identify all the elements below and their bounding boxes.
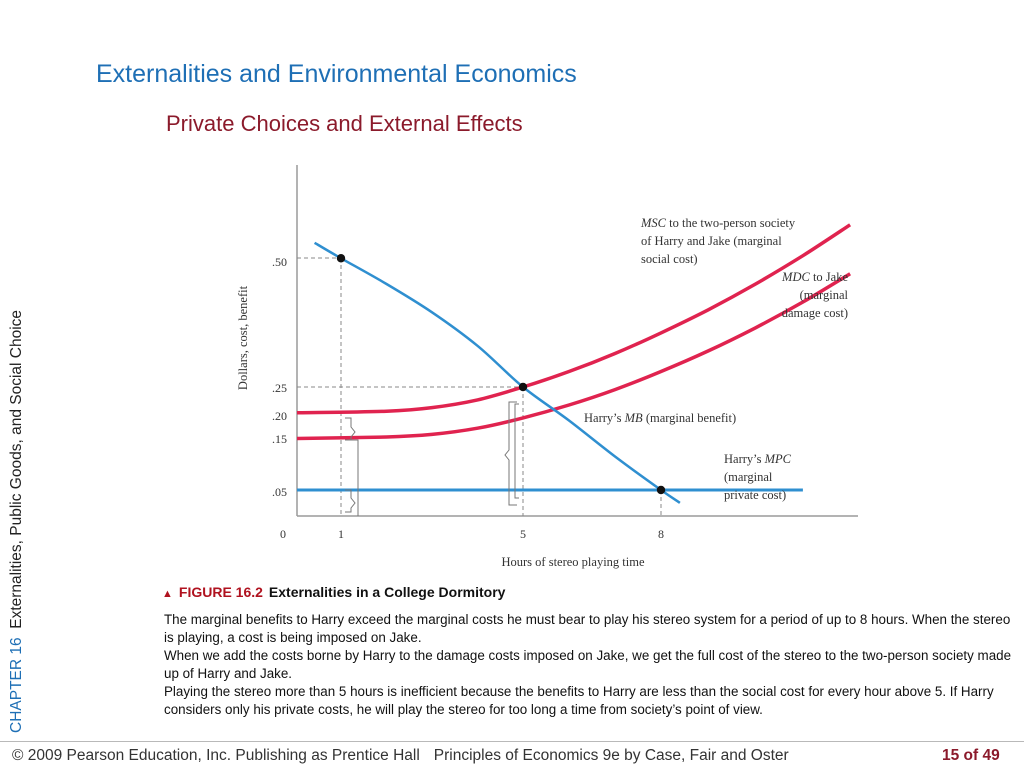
description-paragraph: Playing the stereo more than 5 hours is … [164, 684, 994, 717]
svg-text:(marginal: (marginal [800, 288, 849, 302]
description-paragraph: When we add the costs borne by Harry to … [164, 648, 1012, 681]
svg-text:Harry’s MB (marginal benefit): Harry’s MB (marginal benefit) [584, 411, 736, 425]
svg-text:damage cost): damage cost) [782, 306, 848, 320]
svg-text:Harry’s MPC: Harry’s MPC [724, 452, 792, 466]
point-hour-5 [518, 382, 528, 392]
figure-caption: ▲ FIGURE 16.2 Externalities in a College D… [162, 584, 505, 600]
y-tick-label: .50 [272, 255, 287, 269]
book-title: Principles of Economics 9e by Case, Fair… [433, 747, 789, 764]
x-tick-label: 8 [658, 527, 664, 541]
mb-annotation: Harry’s MB (marginal benefit) [584, 411, 736, 425]
svg-text:private cost): private cost) [724, 488, 786, 502]
y-tick-label: .25 [272, 381, 287, 395]
bracket-hour-5 [504, 401, 519, 506]
slide-title: Externalities and Environmental Economic… [96, 60, 577, 88]
msc-curve [296, 223, 852, 415]
chapter-number: CHAPTER 16 [8, 637, 25, 733]
x-axis-label: Hours of stereo playing time [501, 555, 644, 569]
x-tick-label: 0 [280, 527, 286, 541]
mdc-annotation: MDC to Jake (marginal damage cost) [781, 270, 848, 320]
page-number: 15 of 49 [942, 747, 1000, 764]
figure-chart: .50 .25 .20 .15 .05 0 1 5 8 Hours of ste… [236, 165, 858, 569]
svg-text:MDC to Jake: MDC to Jake [781, 270, 848, 284]
msc-annotation: MSC to the two-person society of Harry a… [640, 216, 796, 266]
mb-curve [313, 241, 681, 504]
svg-text:of Harry and Jake (marginal: of Harry and Jake (marginal [641, 234, 782, 248]
y-tick-label: .20 [272, 409, 287, 423]
svg-text:MSC to the two-person society: MSC to the two-person society [640, 216, 796, 230]
x-tick-label: 1 [338, 527, 344, 541]
description-paragraph: The marginal benefits to Harry exceed th… [164, 612, 1011, 645]
triangle-icon: ▲ [162, 588, 173, 600]
point-hour-1 [336, 254, 346, 263]
y-tick-label: .15 [272, 432, 287, 446]
figure-description: The marginal benefits to Harry exceed th… [164, 611, 1016, 719]
mpc-annotation: Harry’s MPC (marginal private cost) [724, 452, 792, 502]
copyright-text: © 2009 Pearson Education, Inc. Publishin… [12, 747, 420, 764]
footer-credits: © 2009 Pearson Education, Inc. Publishin… [12, 747, 789, 765]
svg-text:(marginal: (marginal [724, 470, 773, 484]
figure-number: FIGURE 16.2 [178, 584, 263, 600]
mdc-curve [296, 272, 852, 441]
y-tick-label: .05 [272, 485, 287, 499]
bracket-hour-1 [345, 417, 359, 516]
point-hour-8 [656, 485, 666, 495]
footer-divider [0, 741, 1024, 742]
svg-text:social cost): social cost) [641, 252, 698, 266]
slide-subtitle: Private Choices and External Effects [166, 111, 523, 136]
y-axis-label: Dollars, cost, benefit [236, 285, 250, 390]
x-tick-label: 5 [520, 527, 526, 541]
figure-title: Externalities in a College Dormitory [268, 584, 506, 600]
